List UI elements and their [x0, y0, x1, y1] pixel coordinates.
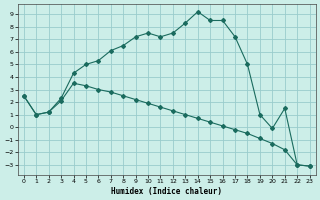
X-axis label: Humidex (Indice chaleur): Humidex (Indice chaleur) [111, 187, 222, 196]
